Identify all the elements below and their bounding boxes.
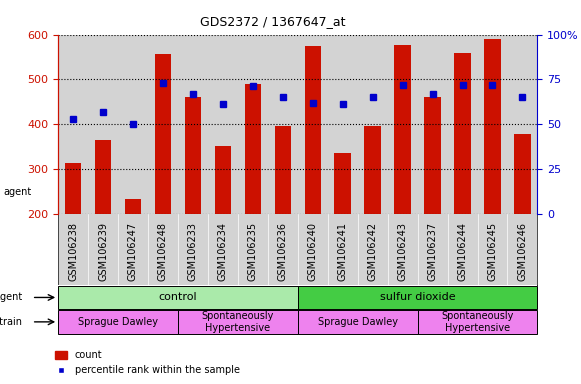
Text: GSM106241: GSM106241: [338, 222, 347, 281]
Text: GSM106234: GSM106234: [218, 222, 228, 281]
Text: GSM106240: GSM106240: [308, 222, 318, 281]
Text: GDS2372 / 1367647_at: GDS2372 / 1367647_at: [200, 15, 346, 28]
Bar: [275, 126, 291, 214]
Bar: [125, 199, 141, 214]
Text: Spontaneously
Hypertensive: Spontaneously Hypertensive: [442, 311, 514, 333]
Text: GSM106244: GSM106244: [457, 222, 468, 281]
Bar: [418, 310, 537, 334]
Bar: [58, 286, 298, 309]
Text: GSM106238: GSM106238: [68, 222, 78, 281]
Text: Sprague Dawley: Sprague Dawley: [318, 317, 397, 327]
Legend: count, percentile rank within the sample: count, percentile rank within the sample: [51, 346, 243, 379]
Bar: [185, 97, 201, 214]
Bar: [364, 126, 381, 214]
Bar: [214, 146, 231, 214]
Text: GSM106236: GSM106236: [278, 222, 288, 281]
Bar: [178, 310, 298, 334]
Text: GSM106248: GSM106248: [158, 222, 168, 281]
Text: agent: agent: [3, 187, 31, 197]
Bar: [298, 286, 537, 309]
Bar: [95, 140, 112, 214]
Text: GSM106245: GSM106245: [487, 222, 497, 281]
Text: sulfur dioxide: sulfur dioxide: [380, 293, 456, 303]
Text: GSM106242: GSM106242: [368, 222, 378, 281]
Text: Spontaneously
Hypertensive: Spontaneously Hypertensive: [202, 311, 274, 333]
Bar: [304, 46, 321, 214]
Text: GSM106239: GSM106239: [98, 222, 108, 281]
Bar: [484, 39, 501, 214]
Bar: [155, 54, 171, 214]
Bar: [424, 97, 441, 214]
Bar: [514, 134, 530, 214]
Text: GSM106243: GSM106243: [397, 222, 408, 281]
Bar: [245, 84, 261, 214]
Text: control: control: [159, 293, 197, 303]
Text: agent: agent: [0, 293, 22, 303]
Text: GSM106235: GSM106235: [248, 222, 258, 281]
Bar: [65, 164, 81, 214]
Text: GSM106247: GSM106247: [128, 222, 138, 281]
Bar: [298, 310, 418, 334]
Bar: [454, 53, 471, 214]
Bar: [58, 310, 178, 334]
Bar: [335, 153, 351, 214]
Text: GSM106237: GSM106237: [428, 222, 437, 281]
Text: GSM106233: GSM106233: [188, 222, 198, 281]
Text: Sprague Dawley: Sprague Dawley: [78, 317, 158, 327]
Text: strain: strain: [0, 317, 22, 327]
Bar: [394, 45, 411, 214]
Text: GSM106246: GSM106246: [518, 222, 528, 281]
